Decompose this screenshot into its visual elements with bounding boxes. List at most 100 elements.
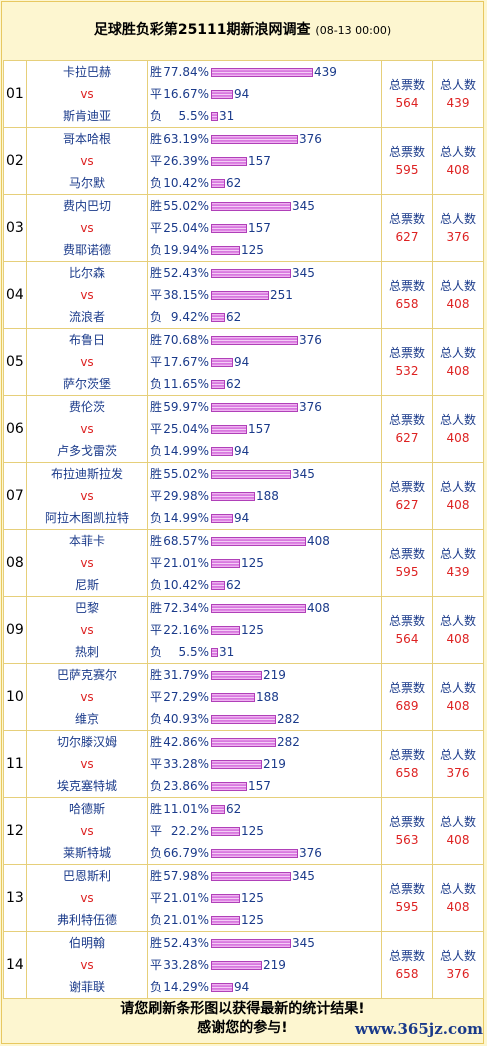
home-team[interactable]: 巴恩斯利 xyxy=(62,869,111,883)
home-team[interactable]: 费伦茨 xyxy=(68,400,105,414)
total-votes-value: 627 xyxy=(395,498,419,512)
win-line: 胜 72.34% 408 xyxy=(150,598,381,620)
away-team[interactable]: 埃克塞特城 xyxy=(56,779,117,793)
page-header: 足球胜负彩第25111期新浪网调查 (08-13 00:00) xyxy=(3,10,482,50)
home-team[interactable]: 巴萨克赛尔 xyxy=(56,668,117,682)
match-teams: 比尔森 vs 流浪者 xyxy=(26,261,148,329)
away-team[interactable]: 莱斯特城 xyxy=(62,846,111,860)
loss-percent: 66.79% xyxy=(163,846,209,860)
win-bar xyxy=(211,134,298,144)
loss-bar xyxy=(211,111,218,121)
total-votes-value: 627 xyxy=(395,431,419,445)
loss-bar xyxy=(211,178,225,188)
draw-label: 平 xyxy=(150,489,163,503)
win-percent: 72.34% xyxy=(163,601,209,615)
win-bar xyxy=(211,469,291,479)
draw-count: 157 xyxy=(248,422,271,436)
win-line: 胜 57.98% 345 xyxy=(150,866,381,888)
match-number: 12 xyxy=(3,797,27,865)
home-team[interactable]: 哥本哈根 xyxy=(62,132,111,146)
total-votes-value: 658 xyxy=(395,967,419,981)
home-team[interactable]: 切尔滕汉姆 xyxy=(56,735,117,749)
draw-count: 125 xyxy=(241,556,264,570)
home-team[interactable]: 布鲁日 xyxy=(68,333,105,347)
home-team[interactable]: 巴黎 xyxy=(74,601,99,615)
total-votes-cell: 总票数 595 xyxy=(381,127,433,195)
win-bar xyxy=(211,402,298,412)
total-people-label: 总人数 xyxy=(439,78,476,92)
away-team[interactable]: 斯肯迪亚 xyxy=(62,109,111,123)
total-people-cell: 总人数 439 xyxy=(432,60,484,128)
match-row: 02 哥本哈根 vs 马尔默 胜 63.19% 376 平 26.39% 157… xyxy=(3,127,484,195)
home-team[interactable]: 伯明翰 xyxy=(68,936,105,950)
away-team[interactable]: 马尔默 xyxy=(68,176,105,190)
vote-bars: 胜 31.79% 219 平 27.29% 188 负 40.93% 282 xyxy=(147,663,382,731)
vs-label: vs xyxy=(80,355,94,369)
win-percent: 63.19% xyxy=(163,132,209,146)
win-label: 胜 xyxy=(150,333,163,347)
draw-percent: 21.01% xyxy=(163,891,209,905)
total-people-label: 总人数 xyxy=(439,279,476,293)
away-team[interactable]: 维京 xyxy=(74,712,99,726)
match-row: 06 费伦茨 vs 卢多戈雷茨 胜 59.97% 376 平 25.04% 15… xyxy=(3,395,484,463)
away-team[interactable]: 热刺 xyxy=(74,645,99,659)
footer-message: 请您刷新条形图以获得最新的统计结果! 感谢您的参与! xyxy=(3,1000,482,1044)
draw-line: 平 33.28% 219 xyxy=(150,753,381,775)
total-votes-cell: 总票数 564 xyxy=(381,596,433,664)
vote-bars: 胜 11.01% 62 平 22.2% 125 负 66.79% 376 xyxy=(147,797,382,865)
loss-percent: 9.42% xyxy=(170,310,209,324)
win-count: 345 xyxy=(292,266,315,280)
vs-label: vs xyxy=(80,958,94,972)
away-team[interactable]: 卢多戈雷茨 xyxy=(56,444,117,458)
total-people-cell: 总人数 376 xyxy=(432,730,484,798)
loss-bar xyxy=(211,848,298,858)
home-team[interactable]: 比尔森 xyxy=(68,266,105,280)
draw-line: 平 38.15% 251 xyxy=(150,284,381,306)
total-votes-value: 563 xyxy=(395,833,419,847)
match-row: 04 比尔森 vs 流浪者 胜 52.43% 345 平 38.15% 251 … xyxy=(3,261,484,329)
home-team[interactable]: 本菲卡 xyxy=(68,534,105,548)
draw-line: 平 25.04% 157 xyxy=(150,217,381,239)
total-votes-label: 总票数 xyxy=(388,949,425,963)
draw-count: 219 xyxy=(263,958,286,972)
away-team[interactable]: 谢菲联 xyxy=(68,980,105,994)
away-team[interactable]: 流浪者 xyxy=(68,310,105,324)
away-team[interactable]: 费耶诺德 xyxy=(62,243,111,257)
win-label: 胜 xyxy=(150,266,163,280)
away-team[interactable]: 弗利特伍德 xyxy=(56,913,117,927)
total-people-value: 439 xyxy=(446,96,470,110)
total-votes-label: 总票数 xyxy=(388,78,425,92)
vote-bars: 胜 72.34% 408 平 22.16% 125 负 5.5% 31 xyxy=(147,596,382,664)
win-line: 胜 52.43% 345 xyxy=(150,933,381,955)
away-team[interactable]: 萨尔茨堡 xyxy=(62,377,111,391)
win-percent: 42.86% xyxy=(163,735,209,749)
away-team[interactable]: 尼斯 xyxy=(74,578,99,592)
draw-label: 平 xyxy=(150,824,163,838)
match-teams: 哈德斯 vs 莱斯特城 xyxy=(26,797,148,865)
home-team[interactable]: 布拉迪斯拉发 xyxy=(50,467,123,481)
match-row: 12 哈德斯 vs 莱斯特城 胜 11.01% 62 平 22.2% 125 负… xyxy=(3,797,484,865)
win-percent: 59.97% xyxy=(163,400,209,414)
home-team[interactable]: 卡拉巴赫 xyxy=(62,65,111,79)
loss-percent: 11.65% xyxy=(163,377,209,391)
total-votes-label: 总票数 xyxy=(388,681,425,695)
loss-count: 62 xyxy=(226,377,242,391)
away-team[interactable]: 阿拉木图凯拉特 xyxy=(44,511,129,525)
total-people-label: 总人数 xyxy=(439,815,476,829)
loss-line: 负 21.01% 125 xyxy=(150,909,381,931)
total-votes-label: 总票数 xyxy=(388,145,425,159)
total-votes-label: 总票数 xyxy=(388,480,425,494)
win-line: 胜 77.84% 439 xyxy=(150,62,381,84)
total-votes-value: 564 xyxy=(395,632,419,646)
draw-line: 平 16.67% 94 xyxy=(150,83,381,105)
loss-label: 负 xyxy=(150,444,163,458)
total-people-cell: 总人数 408 xyxy=(432,127,484,195)
match-number: 04 xyxy=(3,261,27,329)
total-votes-label: 总票数 xyxy=(388,614,425,628)
loss-count: 62 xyxy=(226,176,242,190)
loss-label: 负 xyxy=(150,779,163,793)
total-people-cell: 总人数 439 xyxy=(432,529,484,597)
total-people-value: 376 xyxy=(446,230,470,244)
home-team[interactable]: 费内巴切 xyxy=(62,199,111,213)
home-team[interactable]: 哈德斯 xyxy=(68,802,105,816)
